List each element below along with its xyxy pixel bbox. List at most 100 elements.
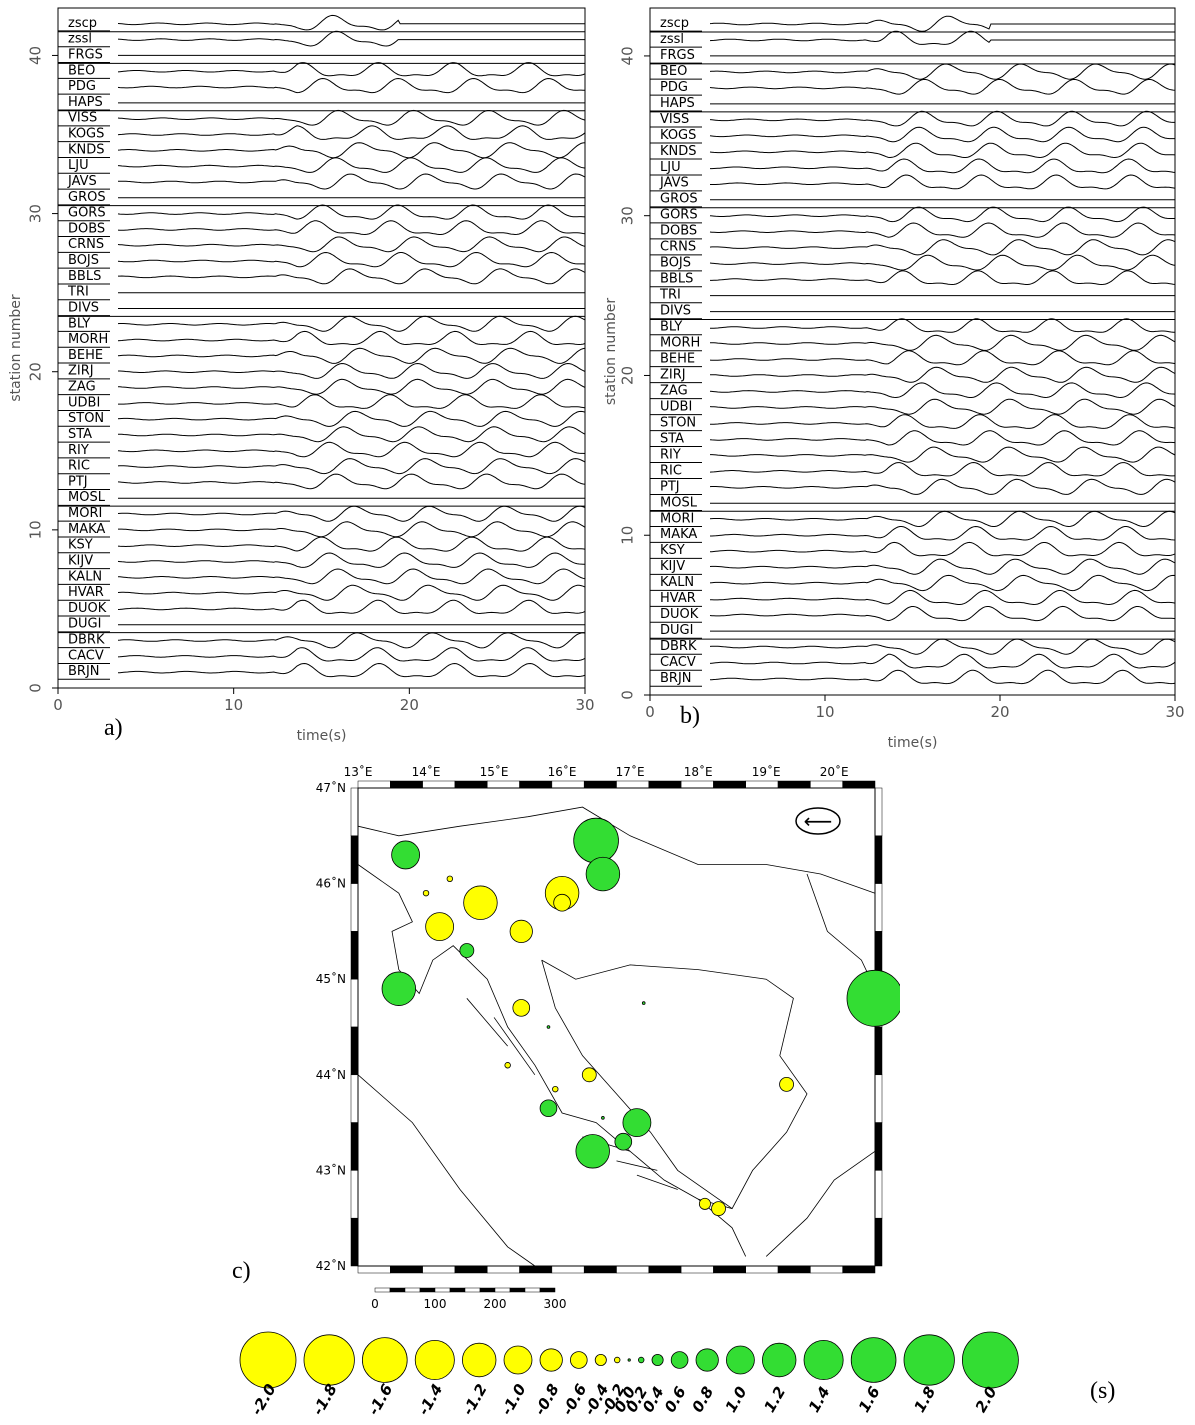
y-tick-label: 0 <box>27 683 45 693</box>
frame-segment <box>713 1265 746 1274</box>
seismogram-trace <box>709 430 1176 446</box>
scale-bar-segment <box>419 1287 436 1293</box>
station-label: MORH <box>660 336 700 351</box>
station-label: ZAG <box>660 383 688 398</box>
frame-segment <box>350 835 359 884</box>
legend-value-label: -0.8 <box>531 1381 563 1418</box>
frame-segment <box>350 787 359 837</box>
legend-circle <box>414 1339 455 1381</box>
seismogram-trace <box>117 220 586 236</box>
seismogram-trace <box>117 157 586 173</box>
station-label: STA <box>660 431 684 446</box>
station-label: PTJ <box>660 479 680 494</box>
latitude-label: 47˚N <box>316 780 346 795</box>
delay-circle <box>585 856 621 892</box>
station-label: KNDS <box>660 144 697 159</box>
station-label: PDG <box>68 79 96 94</box>
scale-bar-segment <box>389 1287 406 1293</box>
delay-circle <box>422 889 430 897</box>
station-label: STA <box>68 427 92 442</box>
longitude-label: 16˚E <box>548 764 577 779</box>
delay-circle <box>573 817 619 864</box>
legend-value-label: 1.4 <box>805 1383 834 1415</box>
frame-segment <box>487 780 520 789</box>
station-label: TRI <box>659 288 681 303</box>
station-label: KNDS <box>68 142 105 157</box>
scale-bar-segment <box>509 1287 526 1293</box>
station-label: MORH <box>68 332 108 347</box>
map-panel-c: 13˚E 14˚E 15˚E 16˚E 17˚E 18˚E 19˚E 20˚E 47˚N 46˚N… <box>316 764 900 1311</box>
station-label: KALN <box>660 575 694 590</box>
station-label: BEO <box>68 63 95 78</box>
station-label: DUOK <box>660 607 699 622</box>
longitude-label: 19˚E <box>752 764 781 779</box>
seismogram-trace <box>118 378 586 395</box>
frame-segment <box>357 1265 391 1274</box>
seismogram-trace <box>710 158 1176 174</box>
legend-circle <box>539 1348 563 1372</box>
island <box>466 998 508 1047</box>
seismogram-trace <box>709 110 1175 127</box>
map-area <box>357 787 876 1267</box>
delay-circle <box>546 1025 551 1029</box>
panel-label-b: b) <box>680 703 700 729</box>
frame-segment <box>874 1217 883 1267</box>
station-label: HVAR <box>660 591 696 606</box>
seismogram-trace <box>117 315 586 332</box>
scale-tick-label: 300 <box>544 1297 567 1311</box>
seismogram-trace <box>709 669 1176 685</box>
station-label: RIY <box>660 447 681 462</box>
seismogram-trace <box>118 521 586 538</box>
frame-segment <box>648 780 682 789</box>
frame-segment <box>454 780 488 789</box>
delay-circle <box>552 1085 559 1093</box>
delay-circle <box>553 893 571 912</box>
seismogram-trace <box>117 536 586 552</box>
seismogram-trace <box>710 414 1176 429</box>
scale-bar-segment <box>434 1287 451 1293</box>
frame-segment <box>551 1265 585 1274</box>
station-label: TRI <box>67 285 89 300</box>
seismogram-trace <box>117 125 586 140</box>
legend-circle <box>638 1356 645 1364</box>
seismogram-trace <box>709 510 1176 528</box>
station-label: MORI <box>660 511 694 526</box>
delay-circle <box>601 1116 605 1120</box>
station-label: BRJN <box>660 671 692 686</box>
legend-unit: (s) <box>1090 1378 1116 1404</box>
seismogram-trace <box>709 558 1176 575</box>
frame-segment <box>810 780 843 789</box>
seismogram-trace <box>117 109 586 126</box>
seismogram-trace <box>118 268 586 285</box>
x-axis-label: time(s) <box>297 728 347 744</box>
delay-circle <box>512 999 531 1017</box>
delay-circle <box>575 1134 610 1169</box>
seismogram-trace <box>117 505 586 522</box>
longitude-label: 20˚E <box>820 764 849 779</box>
scale-bar-segment <box>539 1287 556 1293</box>
seismogram-trace <box>118 394 586 409</box>
seismogram-trace <box>709 126 1175 143</box>
frame-segment <box>810 1265 843 1274</box>
delay-circle <box>698 1197 711 1210</box>
frame-segment <box>390 780 423 789</box>
frame-segment <box>422 1265 456 1274</box>
frame-segment <box>487 1265 520 1274</box>
legend-circle <box>903 1334 955 1386</box>
seismogram-trace <box>117 30 585 47</box>
frame-segment <box>350 931 359 980</box>
island <box>493 1017 536 1076</box>
y-tick-label: 40 <box>619 46 637 65</box>
frame-segment <box>350 883 359 932</box>
frame-segment <box>454 1265 488 1274</box>
legend-value-label: 1.2 <box>760 1383 789 1415</box>
delay-circle <box>381 971 417 1006</box>
seismogram-trace <box>709 350 1176 366</box>
frame-segment <box>519 1265 553 1274</box>
frame-segment <box>874 1026 883 1076</box>
seismogram-trace <box>117 584 586 601</box>
scale-tick-label: 200 <box>484 1297 507 1311</box>
longitude-label: 15˚E <box>480 764 509 779</box>
delay-circle <box>641 1001 646 1005</box>
seismogram-trace <box>709 478 1176 495</box>
